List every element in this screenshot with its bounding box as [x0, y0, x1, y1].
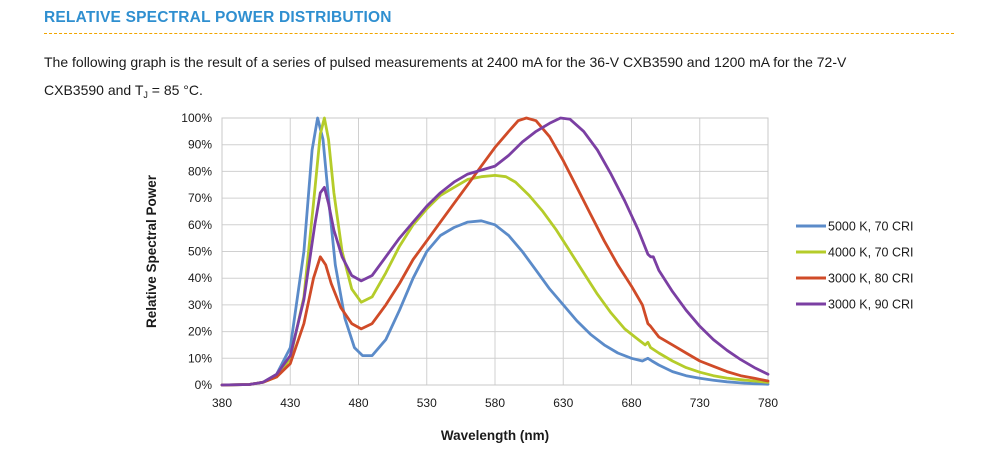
y-tick-label: 10% [188, 351, 212, 365]
x-axis-ticks: 380 430 480 530 580 630 680 730 780 [212, 396, 778, 410]
y-axis-ticks: 0% 10% 20% 30% 40% 50% 60% 70% 80% 90% 100% [181, 111, 212, 392]
y-tick-label: 100% [181, 111, 212, 125]
legend-label-4: 3000 K, 90 CRI [828, 298, 913, 312]
x-tick-label: 580 [485, 396, 505, 410]
series-lines [220, 116, 770, 387]
y-axis-title: Relative Spectral Power [144, 174, 159, 328]
legend-label-3: 3000 K, 80 CRI [828, 272, 913, 286]
series-line-4 [220, 116, 770, 387]
title-divider [44, 33, 954, 34]
y-tick-label: 40% [188, 271, 212, 285]
y-tick-label: 70% [188, 191, 212, 205]
x-tick-label: 480 [348, 396, 368, 410]
x-tick-label: 630 [553, 396, 573, 410]
intro-line-2-suffix: = 85 °C. [147, 82, 203, 98]
section-title: RELATIVE SPECTRAL POWER DISTRIBUTION [44, 9, 392, 26]
x-tick-label: 430 [280, 396, 300, 410]
x-tick-label: 380 [212, 396, 232, 410]
intro-paragraph: The following graph is the result of a s… [44, 48, 964, 106]
y-tick-label: 90% [188, 138, 212, 152]
y-tick-label: 60% [188, 218, 212, 232]
x-tick-label: 680 [621, 396, 641, 410]
y-tick-label: 0% [195, 378, 213, 392]
intro-line-2-prefix: CXB3590 and T [44, 82, 144, 98]
junction-subscript: J [143, 90, 148, 100]
x-tick-label: 780 [758, 396, 778, 410]
series-line-2 [220, 116, 770, 387]
y-tick-label: 20% [188, 325, 212, 339]
series-line-3 [220, 116, 770, 387]
x-tick-label: 730 [690, 396, 710, 410]
intro-line-1: The following graph is the result of a s… [44, 54, 847, 70]
y-tick-label: 30% [188, 298, 212, 312]
x-axis-title: Wavelength (nm) [441, 428, 549, 443]
y-tick-label: 50% [188, 245, 212, 259]
x-tick-label: 530 [417, 396, 437, 410]
y-tick-label: 80% [188, 164, 212, 178]
chart-legend: 5000 K, 70 CRI 4000 K, 70 CRI 3000 K, 80 C… [796, 220, 913, 312]
legend-label-2: 4000 K, 70 CRI [828, 246, 913, 260]
legend-label-1: 5000 K, 70 CRI [828, 220, 913, 234]
plot-frame [221, 117, 769, 386]
